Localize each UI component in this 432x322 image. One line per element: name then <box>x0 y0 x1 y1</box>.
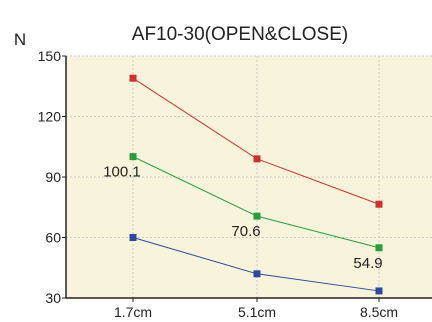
y-tick-label: 90 <box>45 169 61 185</box>
series-layer <box>129 74 383 295</box>
y-tick-label: 60 <box>45 230 61 246</box>
y-axis-unit-label: N <box>14 30 26 49</box>
data-point-marker <box>253 270 261 278</box>
data-label: 100.1 <box>103 164 141 181</box>
data-point-marker <box>375 200 383 208</box>
data-label: 54.9 <box>353 255 382 272</box>
y-tick-label: 30 <box>45 290 61 306</box>
data-point-marker <box>375 287 383 295</box>
chart-title: AF10-30(OPEN&CLOSE) <box>132 24 348 45</box>
data-point-marker <box>375 244 383 252</box>
y-tick-label: 120 <box>38 109 62 125</box>
data-label: 70.6 <box>231 223 260 240</box>
x-tick-label: 5.1cm <box>238 304 276 320</box>
data-point-marker <box>253 155 261 163</box>
data-point-marker <box>253 212 261 220</box>
data-point-marker <box>129 234 137 241</box>
data-point-marker <box>129 153 137 161</box>
x-tick-label: 1.7cm <box>114 304 152 320</box>
x-tick-label: 8.5cm <box>360 304 398 320</box>
y-tick-label: 150 <box>38 48 62 64</box>
data-point-marker <box>129 74 137 82</box>
data-labels: 100.1 70.6 54.9 <box>103 164 382 272</box>
axes: 30 60 90 120 150 1.7cm 5.1cm 8.5cm <box>38 48 432 320</box>
grid-lines <box>66 55 432 298</box>
